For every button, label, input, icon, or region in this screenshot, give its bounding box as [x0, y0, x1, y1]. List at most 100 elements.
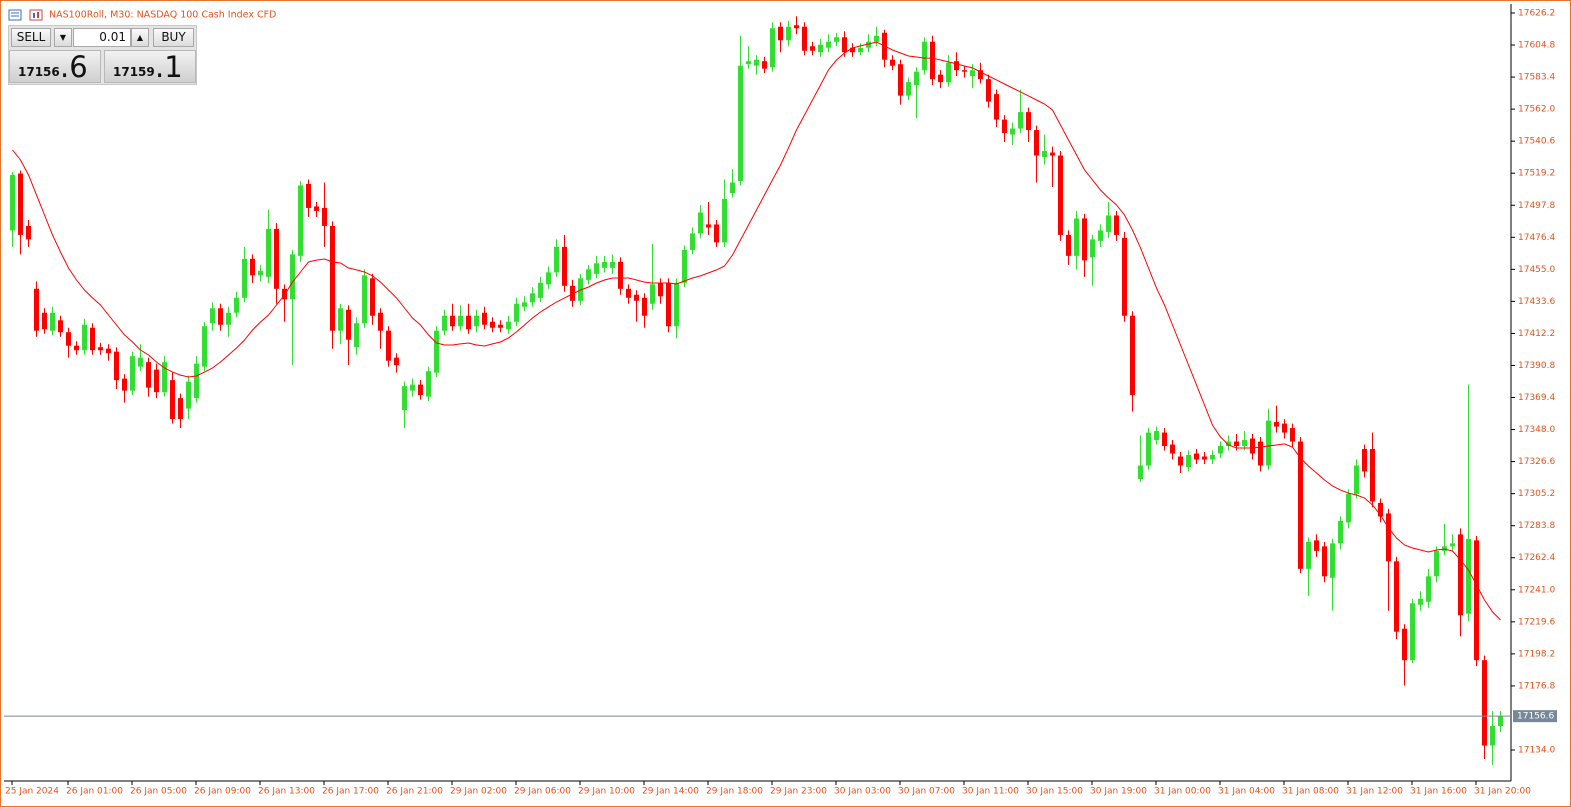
candle-body	[34, 288, 39, 331]
candle-body	[1106, 215, 1111, 232]
candle-body	[162, 362, 167, 393]
x-tick-label: 30 Jan 11:00	[962, 787, 1019, 797]
candle-body	[18, 173, 23, 235]
candle-body	[1370, 449, 1375, 502]
candle-body	[194, 363, 199, 399]
candle-body	[930, 41, 935, 80]
candle-body	[786, 26, 791, 41]
candle-body	[138, 357, 143, 367]
lot-up[interactable]: ▲	[131, 28, 149, 47]
candle-body	[1010, 128, 1015, 135]
x-tick-label: 26 Jan 21:00	[386, 787, 443, 797]
candle-body	[794, 25, 799, 29]
bid-price[interactable]: 17156 .6	[9, 50, 101, 84]
candle-body	[330, 225, 335, 331]
candle-body	[722, 198, 727, 243]
candle-body	[226, 312, 231, 325]
y-tick-label: 17433.6	[1518, 297, 1555, 307]
lot-dropdown[interactable]: ▼	[54, 28, 72, 47]
candle-body	[210, 308, 215, 324]
ask-main: 17159	[113, 65, 155, 79]
candle-body	[218, 308, 223, 325]
candle-body	[1066, 234, 1071, 256]
chart-icon[interactable]	[29, 9, 43, 21]
candle-body	[898, 64, 903, 96]
candle-body	[186, 381, 191, 409]
y-tick-label: 17348.0	[1518, 425, 1555, 435]
y-tick-label: 17604.8	[1518, 41, 1555, 51]
candle-body	[1242, 440, 1247, 447]
buy-button[interactable]: BUY	[153, 28, 194, 47]
candle-body	[1098, 230, 1103, 241]
sell-button[interactable]: SELL	[11, 28, 51, 47]
candle-body	[1226, 441, 1231, 447]
y-tick-label: 17134.0	[1518, 746, 1555, 756]
candle-body	[674, 282, 679, 327]
candle-body	[1498, 716, 1503, 727]
candle-body	[954, 61, 959, 71]
candle-body	[946, 62, 951, 83]
candle-body	[1194, 453, 1199, 460]
x-tick-label: 31 Jan 00:00	[1154, 787, 1211, 797]
price-label: 17156.6	[1517, 712, 1554, 722]
candle-body	[410, 384, 415, 391]
lot-input[interactable]: 0.01	[73, 28, 131, 47]
candle-body	[634, 294, 639, 301]
candle-body	[306, 183, 311, 208]
candle-body	[1474, 540, 1479, 661]
candle-body	[1146, 432, 1151, 466]
candle-body	[970, 70, 975, 77]
candle-body	[346, 309, 351, 340]
candle-body	[1306, 541, 1311, 569]
candle-body	[1250, 438, 1255, 454]
chart-title: NAS100Roll, M30: NASDAQ 100 Cash Index C…	[49, 10, 276, 21]
candle-body	[706, 224, 711, 228]
candle-body	[1386, 513, 1391, 562]
ask-price[interactable]: 17159 .1	[104, 50, 196, 84]
y-tick-label: 17326.6	[1518, 457, 1555, 467]
candle-body	[610, 261, 615, 268]
candle-body	[362, 275, 367, 324]
y-tick-label: 17519.2	[1518, 169, 1555, 179]
candle-body	[1322, 546, 1327, 577]
x-tick-label: 31 Jan 20:00	[1474, 787, 1531, 797]
candle-body	[978, 70, 983, 80]
candle-body	[658, 282, 663, 297]
x-tick-label: 30 Jan 03:00	[834, 787, 891, 797]
candle-body	[418, 384, 423, 396]
x-tick-label: 29 Jan 02:00	[450, 787, 507, 797]
candle-body	[602, 261, 607, 268]
menu-icon[interactable]	[8, 9, 22, 21]
candle-body	[842, 37, 847, 53]
candle-body	[498, 324, 503, 328]
candle-body	[1002, 119, 1007, 134]
y-tick-label: 17540.6	[1518, 137, 1555, 147]
y-tick-label: 17497.8	[1518, 201, 1555, 211]
candle-body	[1154, 431, 1159, 441]
candle-body	[378, 312, 383, 331]
candle-body	[810, 46, 815, 51]
candle-body	[682, 249, 687, 283]
y-tick-label: 17219.6	[1518, 617, 1555, 627]
candle-body	[90, 327, 95, 351]
candle-body	[850, 47, 855, 53]
x-tick-label: 31 Jan 04:00	[1218, 787, 1275, 797]
candle-body	[466, 315, 471, 330]
candle-body	[1034, 130, 1039, 156]
candle-body	[402, 386, 407, 411]
candle-body	[1314, 540, 1319, 551]
candle-body	[1266, 420, 1271, 466]
candle-body	[538, 282, 543, 298]
price-tag	[1513, 710, 1557, 723]
x-tick-label: 31 Jan 08:00	[1282, 787, 1339, 797]
candle-body	[586, 269, 591, 280]
candle-body	[234, 297, 239, 313]
candle-body	[50, 312, 55, 331]
candle-body	[570, 285, 575, 301]
x-tick-label: 26 Jan 13:00	[258, 787, 315, 797]
candle-body	[98, 347, 103, 351]
candle-body	[522, 302, 527, 307]
candle-body	[434, 330, 439, 373]
candle-body	[938, 74, 943, 83]
candle-body	[546, 272, 551, 285]
